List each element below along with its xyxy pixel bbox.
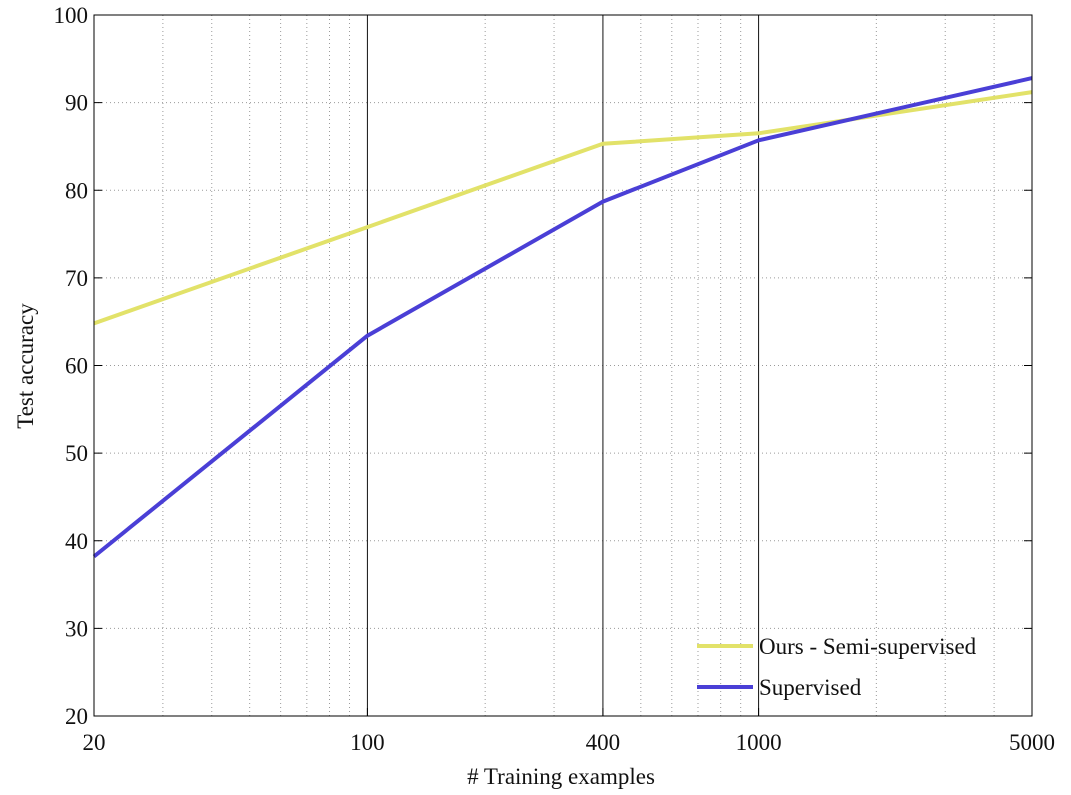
x-tick-label: 100 xyxy=(350,730,385,755)
minor-grid xyxy=(94,15,1032,716)
y-tick-label: 30 xyxy=(65,616,88,641)
x-axis-label: # Training examples xyxy=(467,764,655,789)
y-tick-label: 20 xyxy=(65,704,88,729)
x-tick-label: 20 xyxy=(83,730,106,755)
series-line-1 xyxy=(93,90,1033,326)
x-axis-ticks: 20 100 400 1000 5000 xyxy=(83,708,1055,755)
y-tick-label: 90 xyxy=(65,91,88,116)
y-tick-label: 60 xyxy=(65,354,88,379)
x-tick-label: 400 xyxy=(586,730,621,755)
x-tick-label: 1000 xyxy=(736,730,782,755)
y-tick-label: 50 xyxy=(65,441,88,466)
legend-label: Ours - Semi-supervised xyxy=(759,634,977,659)
y-axis-label: Test accuracy xyxy=(13,303,38,429)
y-tick-label: 40 xyxy=(65,529,88,554)
series-line-2 xyxy=(92,76,1033,559)
y-tick-label: 70 xyxy=(65,266,88,291)
series-layer xyxy=(92,76,1033,559)
legend: Ours - Semi-supervised Supervised xyxy=(697,634,977,700)
legend-label: Supervised xyxy=(759,675,862,700)
x-tick-label: 5000 xyxy=(1009,730,1055,755)
y-tick-label: 100 xyxy=(54,3,89,28)
y-axis-ticks: 20 30 40 50 60 70 80 90 100 xyxy=(54,3,1032,729)
y-tick-label: 80 xyxy=(65,178,88,203)
